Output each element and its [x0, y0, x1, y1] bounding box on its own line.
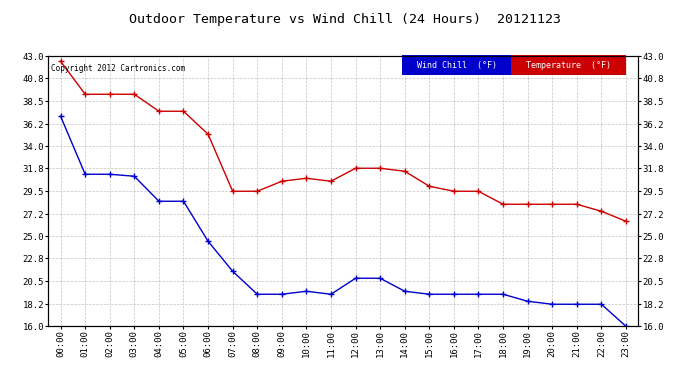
Text: Copyright 2012 Cartronics.com: Copyright 2012 Cartronics.com [51, 64, 186, 74]
Text: Outdoor Temperature vs Wind Chill (24 Hours)  20121123: Outdoor Temperature vs Wind Chill (24 Ho… [129, 13, 561, 26]
Text: Wind Chill  (°F): Wind Chill (°F) [417, 60, 497, 69]
FancyBboxPatch shape [402, 55, 511, 75]
FancyBboxPatch shape [511, 55, 627, 75]
Text: Temperature  (°F): Temperature (°F) [526, 60, 611, 69]
